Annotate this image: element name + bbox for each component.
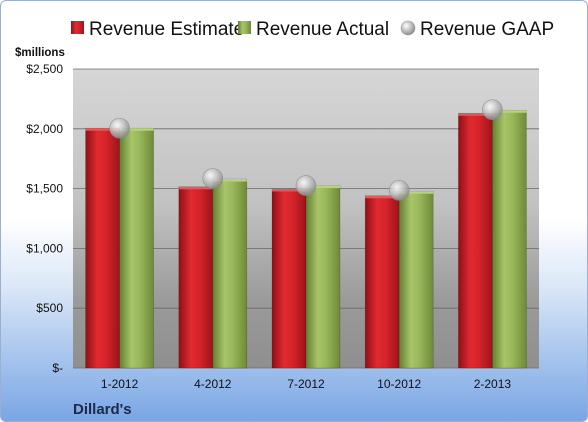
legend-label-estimate: Revenue Estimate	[89, 19, 244, 40]
legend-swatch-actual	[238, 21, 251, 34]
x-tick-label: 7-2012	[287, 377, 325, 391]
x-tick-label: 4-2012	[194, 377, 232, 391]
legend-label-actual: Revenue Actual	[256, 19, 389, 40]
gaap-marker	[295, 175, 317, 196]
y-axis-ticks: $- $500 $1,000 $1,500 $2,000 $2,500	[26, 62, 63, 375]
y-tick-label: $500	[36, 301, 63, 315]
gaap-marker	[482, 99, 503, 120]
legend-swatch-estimate	[71, 21, 84, 34]
legend-label-gaap: Revenue GAAP	[420, 19, 554, 40]
y-tick-label: $-	[52, 361, 63, 375]
legend: Revenue Estimate Revenue Actual Revenue …	[71, 19, 554, 40]
actual-bar-cap	[306, 185, 340, 189]
y-unit-label: $millions	[15, 47, 65, 59]
actual-bar	[398, 190, 434, 369]
gaap-marker	[109, 117, 130, 139]
actual-bar-cap	[399, 191, 434, 194]
estimate-bar	[458, 112, 493, 369]
y-tick-label: $1,500	[26, 182, 63, 196]
x-tick-label: 2-2013	[474, 377, 512, 391]
gaap-markers	[109, 99, 503, 201]
estimate-bar-cap	[85, 128, 120, 131]
y-tick-label: $1,000	[26, 241, 63, 255]
estimate-bar-cap	[178, 186, 213, 190]
actual-bar-cap	[119, 128, 154, 131]
actual-bar	[119, 127, 154, 369]
estimate-bar	[364, 195, 400, 369]
legend-marker-gaap	[400, 20, 416, 36]
estimate-bar-cap	[458, 113, 493, 116]
estimate-bar	[271, 188, 307, 369]
actual-bar	[305, 185, 341, 369]
x-tick-label: 1-2012	[101, 377, 139, 391]
actual-bar-cap	[212, 179, 247, 182]
actual-bar	[492, 109, 527, 369]
actual-bar-cap	[492, 110, 527, 113]
company-name: Dillard's	[73, 401, 132, 418]
estimate-bar-cap	[272, 188, 306, 192]
bars	[85, 109, 527, 369]
estimate-bar	[178, 186, 214, 369]
y-tick-label: $2,500	[26, 62, 63, 76]
x-axis-ticks: 1-2012 4-2012 7-2012 10-2012 2-2013	[101, 377, 511, 391]
y-tick-label: $2,000	[26, 122, 63, 136]
gaap-marker	[202, 168, 224, 189]
estimate-bar-cap	[365, 195, 400, 199]
actual-bar	[212, 178, 248, 369]
x-tick-label: 10-2012	[377, 377, 421, 391]
estimate-bar	[85, 127, 120, 369]
gaap-marker	[388, 180, 410, 201]
